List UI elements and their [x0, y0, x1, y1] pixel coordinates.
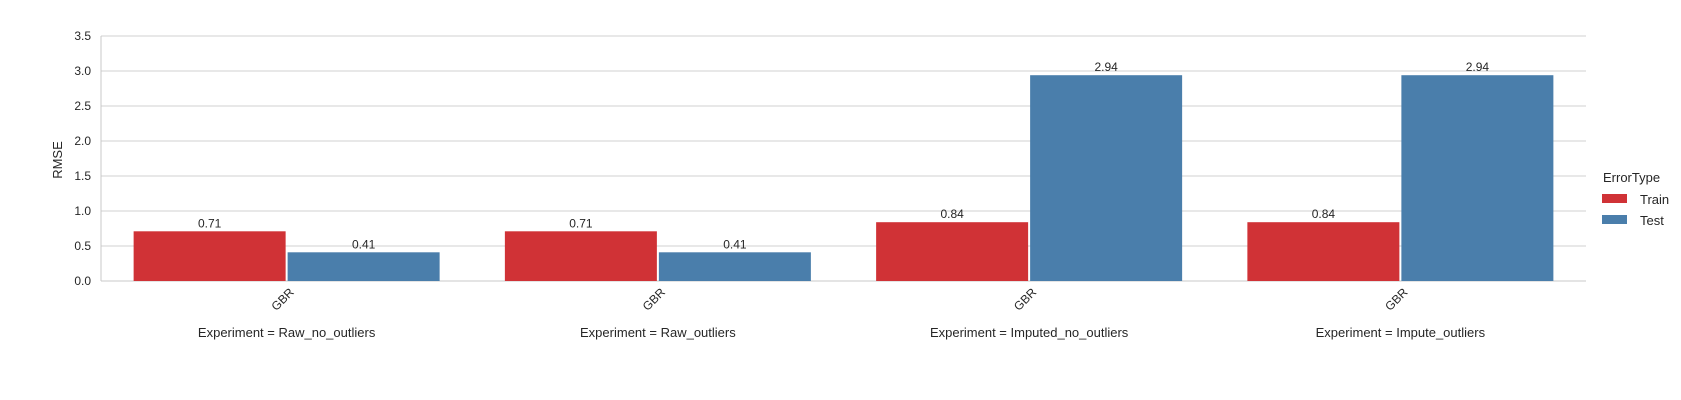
y-tick-label: 2.0 [74, 134, 91, 148]
bar-value-label: 0.84 [940, 207, 964, 221]
x-tick-label: GBR [1382, 285, 1411, 314]
bar-test [287, 252, 440, 281]
legend: ErrorType Train Test [1602, 170, 1669, 228]
bar-test [1401, 75, 1554, 281]
y-tick-label: 2.5 [74, 99, 91, 113]
x-tick-label: GBR [1011, 285, 1040, 314]
bar-value-label: 2.94 [1094, 60, 1118, 74]
facet-title: Experiment = Imputed_no_outliers [930, 325, 1129, 340]
legend-label-train: Train [1640, 192, 1669, 207]
facet-title: Experiment = Raw_no_outliers [198, 325, 376, 340]
bar-value-label: 0.71 [569, 216, 593, 230]
bar-train [133, 231, 286, 281]
y-tick-label: 0.5 [74, 239, 91, 253]
bar-test [1030, 75, 1183, 281]
legend-label-test: Test [1640, 213, 1664, 228]
bar-value-label: 0.41 [352, 237, 376, 251]
facet-title: Experiment = Raw_outliers [580, 325, 736, 340]
y-tick-label: 1.5 [74, 169, 91, 183]
legend-swatch-test [1602, 215, 1627, 224]
y-tick-label: 3.5 [74, 29, 91, 43]
bar-train [876, 222, 1029, 281]
bar-train [504, 231, 657, 281]
bar-value-label: 2.94 [1466, 60, 1490, 74]
bar-test [658, 252, 811, 281]
y-axis-title: RMSE [50, 141, 65, 179]
bar-value-label: 0.84 [1312, 207, 1336, 221]
bar-value-label: 0.71 [198, 216, 222, 230]
x-tick-label: GBR [268, 285, 297, 314]
legend-title: ErrorType [1603, 170, 1660, 185]
facet-title: Experiment = Impute_outliers [1316, 325, 1486, 340]
legend-swatch-train [1602, 194, 1627, 203]
y-tick-label: 1.0 [74, 204, 91, 218]
x-tick-label: GBR [640, 285, 669, 314]
y-tick-label: 0.0 [74, 274, 91, 288]
bar-value-label: 0.41 [723, 237, 747, 251]
y-tick-label: 3.0 [74, 64, 91, 78]
bar-train [1247, 222, 1400, 281]
